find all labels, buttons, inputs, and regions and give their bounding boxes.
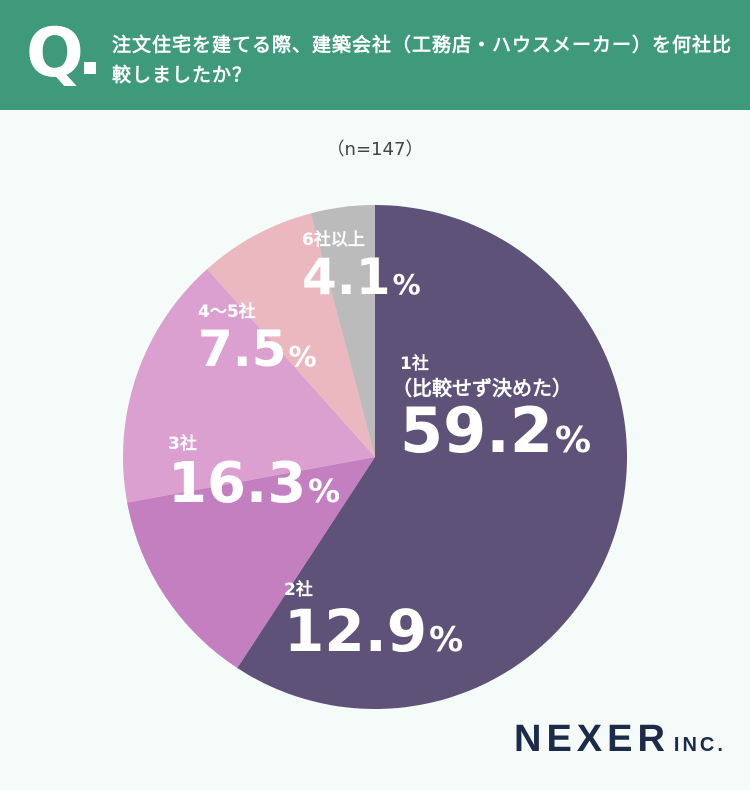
slice-value: 7.5% [198,324,317,374]
slice-label-4: 4〜5社 7.5% [198,300,317,374]
slice-value: 4.1% [302,252,421,302]
slice-label-3: 3社 16.3% [168,432,340,512]
slice-name: 4〜5社 [198,302,256,322]
q-mark: Q [26,14,84,93]
slice-name: 3社 [168,434,197,454]
slice-value-unit: % [308,472,341,510]
question-text: 注文住宅を建てる際、建築会社（工務店・ハウスメーカー）を何社比較しましたか？ [112,34,733,86]
q-dot [84,62,96,74]
slice-value: 12.9% [284,602,463,660]
slice-value-number: 59.2 [400,394,553,467]
slice-name: 6社以上 [302,230,365,250]
slice-value-unit: % [429,620,464,660]
slice-value: 59.2% [400,400,591,462]
nexer-logo: NEXER INC. [514,718,726,761]
logo-brand: NEXER [514,718,670,760]
slice-label-1: 1社 （比較せず決めた） 59.2% [392,352,591,462]
slice-value-unit: % [288,340,317,373]
slice-value-number: 16.3 [168,451,307,516]
slice-value: 16.3% [168,456,340,512]
logo-suffix: INC. [673,734,726,756]
slice-name-sub: （比較せず決めた） [392,376,572,400]
pie-slice-5 [310,205,375,457]
slice-value-number: 12.9 [284,597,428,665]
slice-name: 2社 [284,580,313,600]
pie-slice-4 [207,213,375,457]
slice-value-unit: % [392,268,421,301]
slice-name: 1社 [400,354,429,374]
question-header: Q 注文住宅を建てる際、建築会社（工務店・ハウスメーカー）を何社比較しましたか？ [0,0,750,110]
pie-slice-1 [237,205,627,709]
pie-slice-2 [127,457,375,669]
slice-label-5: 6社以上 4.1% [302,228,421,302]
slice-value-number: 4.1 [302,248,391,306]
slice-value-number: 7.5 [198,320,287,378]
slice-value-unit: % [554,420,592,461]
sample-size: （n=147） [326,139,424,160]
slice-label-2: 2社 12.9% [284,578,463,660]
pie-slice-3 [123,269,376,503]
